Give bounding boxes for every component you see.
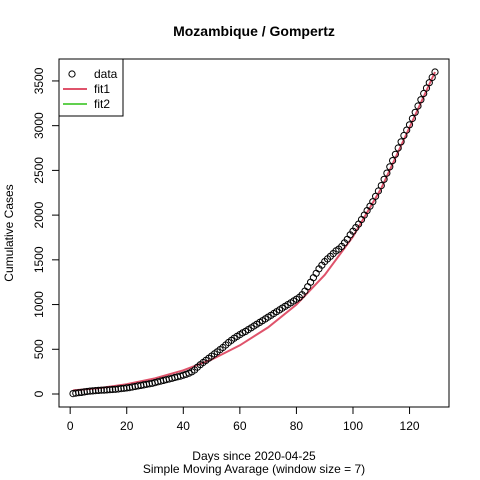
data-point: [391, 150, 399, 158]
x-tick-label: 80: [290, 419, 304, 433]
data-point: [97, 386, 105, 394]
data-point: [408, 114, 416, 123]
data-point: [417, 96, 425, 104]
data-point: [377, 182, 385, 190]
y-tick-label: 500: [32, 339, 46, 359]
legend-label-fit2: fit2: [94, 97, 110, 111]
y-tick-label: 3000: [32, 112, 46, 139]
x-tick-label: 40: [177, 419, 191, 433]
data-point: [411, 108, 419, 116]
legend-symbol-data: [68, 70, 76, 78]
data-point: [431, 68, 439, 76]
data-point: [77, 388, 86, 396]
y-tick-label: 3500: [32, 67, 46, 94]
x-tick-label: 120: [400, 419, 420, 433]
data-point: [425, 79, 433, 87]
data-point: [420, 89, 428, 98]
y-tick-label: 2000: [32, 201, 46, 228]
data-point: [386, 163, 394, 171]
y-tick-label: 0: [32, 390, 46, 397]
x-axis: 0 20 40 60 80 100 120: [67, 406, 420, 433]
chart-title: Mozambique / Gompertz: [173, 23, 335, 39]
x-tick-label: 20: [120, 419, 134, 433]
data-point: [94, 386, 103, 394]
data-point: [106, 386, 114, 394]
data-point: [114, 385, 122, 393]
y-axis: 0 500 1000 1500 2000 2500 3000 3500: [32, 67, 60, 397]
data-point: [422, 84, 431, 92]
data-point: [86, 387, 94, 395]
data-point: [380, 175, 388, 183]
series-line-fit1: [72, 71, 436, 392]
legend-label-fit1: fit1: [94, 82, 110, 96]
legend-label-data: data: [94, 67, 118, 81]
y-axis-label: Cumulative Cases: [2, 184, 16, 281]
data-point: [394, 144, 402, 152]
data-point: [397, 138, 405, 146]
data-point: [428, 73, 436, 82]
data-point: [389, 157, 397, 165]
data-point: [405, 121, 414, 129]
x-tick-label: 60: [233, 419, 247, 433]
y-tick-label: 1000: [32, 291, 46, 318]
y-tick-label: 2500: [32, 157, 46, 184]
legend-box: [58, 58, 124, 117]
x-axis-label: Days since 2020-04-25: [192, 449, 316, 463]
data-point: [75, 389, 83, 397]
series-layer: [69, 68, 439, 398]
data-point: [414, 102, 422, 110]
y-tick-label: 1500: [32, 246, 46, 273]
data-point: [369, 198, 377, 206]
chart-subtitle: Simple Moving Avarage (window size = 7): [143, 462, 365, 476]
data-point: [117, 385, 125, 393]
x-tick-label: 0: [67, 419, 74, 433]
x-tick-label: 100: [343, 419, 363, 433]
data-point: [383, 169, 391, 177]
data-point: [374, 187, 382, 195]
data-point: [400, 131, 408, 140]
